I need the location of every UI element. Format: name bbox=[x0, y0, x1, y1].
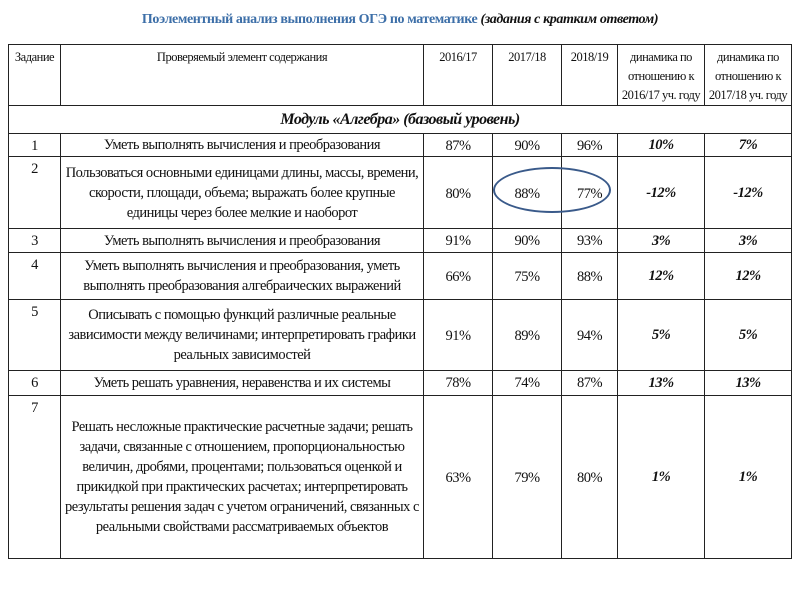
title-main: Поэлементный анализ выполнения ОГЭ по ма… bbox=[141, 12, 478, 27]
dynamics-2017-18: 5% bbox=[704, 299, 792, 371]
dynamics-2016-17: 12% bbox=[617, 252, 705, 300]
table-row: 1 Уметь выполнять вычисления и преобразов… bbox=[8, 133, 792, 157]
results-table: Задание Проверяемый элемент содержания 2… bbox=[8, 44, 792, 559]
dynamics-2016-17: 13% bbox=[617, 370, 705, 396]
value-2017-18: 90% bbox=[492, 228, 562, 253]
content-cell: Уметь выполнять вычисления и преобразова… bbox=[60, 133, 424, 157]
header-dynamics-2017-18: динамика по отношению к 2017/18 уч. году bbox=[704, 44, 792, 106]
dynamics-2016-17: 1% bbox=[617, 395, 705, 559]
value-2018-19: 93% bbox=[561, 228, 618, 253]
table-row: 3 Уметь выполнять вычисления и преобразов… bbox=[8, 228, 792, 253]
module-title: Модуль «Алгебра» (базовый уровень) bbox=[8, 105, 792, 134]
value-2016-17: 87% bbox=[423, 133, 493, 157]
header-2016-17: 2016/17 bbox=[423, 44, 493, 106]
dynamics-2017-18: -12% bbox=[704, 156, 792, 229]
dynamics-2017-18: 13% bbox=[704, 370, 792, 396]
header-2017-18: 2017/18 bbox=[492, 44, 562, 106]
content-cell: Уметь решать уравнения, неравенства и их… bbox=[60, 370, 424, 396]
header-content: Проверяемый элемент содержания bbox=[60, 44, 424, 106]
table-row: 6 Уметь решать уравнения, неравенства и и… bbox=[8, 370, 792, 396]
task-number: 4 bbox=[8, 252, 61, 300]
value-2017-18: 89% bbox=[492, 299, 562, 371]
dynamics-2017-18: 12% bbox=[704, 252, 792, 300]
dynamics-2016-17: 5% bbox=[617, 299, 705, 371]
module-row: Модуль «Алгебра» (базовый уровень) bbox=[8, 105, 792, 134]
value-2017-18: 79% bbox=[492, 395, 562, 559]
content-cell: Пользоваться основными единицами длины, … bbox=[60, 156, 424, 229]
value-2018-19: 94% bbox=[561, 299, 618, 371]
value-2016-17: 63% bbox=[423, 395, 493, 559]
value-2016-17: 80% bbox=[423, 156, 493, 229]
dynamics-2017-18: 1% bbox=[704, 395, 792, 559]
content-cell: Решать несложные практические расчетные … bbox=[60, 395, 424, 559]
table-row: 2 Пользоваться основными единицами длины,… bbox=[8, 156, 792, 229]
value-2017-18: 90% bbox=[492, 133, 562, 157]
value-2018-19: 96% bbox=[561, 133, 618, 157]
task-number: 1 bbox=[8, 133, 61, 157]
value-2017-18: 74% bbox=[492, 370, 562, 396]
dynamics-2017-18: 3% bbox=[704, 228, 792, 253]
value-2016-17: 91% bbox=[423, 299, 493, 371]
header-row: Задание Проверяемый элемент содержания 2… bbox=[8, 44, 792, 106]
value-2016-17: 91% bbox=[423, 228, 493, 253]
content-cell: Описывать с помощью функций различные ре… bbox=[60, 299, 424, 371]
value-2018-19: 88% bbox=[561, 252, 618, 300]
table-row: 7 Решать несложные практические расчетные… bbox=[8, 395, 792, 559]
dynamics-2017-18: 7% bbox=[704, 133, 792, 157]
task-number: 2 bbox=[8, 156, 61, 229]
highlight-ellipse bbox=[493, 167, 611, 213]
header-task: Задание bbox=[8, 44, 61, 106]
value-2016-17: 66% bbox=[423, 252, 493, 300]
page-title: Поэлементный анализ выполнения ОГЭ по ма… bbox=[0, 12, 800, 28]
task-number: 7 bbox=[8, 395, 61, 559]
header-2018-19: 2018/19 bbox=[561, 44, 618, 106]
table-row: 5 Описывать с помощью функций различные р… bbox=[8, 299, 792, 371]
task-number: 5 bbox=[8, 299, 61, 371]
header-dynamics-2016-17: динамика по отношению к 2016/17 уч. году bbox=[617, 44, 705, 106]
title-sub: (задания с кратким ответом) bbox=[480, 12, 659, 27]
content-cell: Уметь выполнять вычисления и преобразова… bbox=[60, 228, 424, 253]
value-2018-19: 80% bbox=[561, 395, 618, 559]
table-row: 4 Уметь выполнять вычисления и преобразов… bbox=[8, 252, 792, 300]
task-number: 3 bbox=[8, 228, 61, 253]
task-number: 6 bbox=[8, 370, 61, 396]
content-cell: Уметь выполнять вычисления и преобразова… bbox=[60, 252, 424, 300]
value-2018-19: 87% bbox=[561, 370, 618, 396]
dynamics-2016-17: -12% bbox=[617, 156, 705, 229]
value-2016-17: 78% bbox=[423, 370, 493, 396]
dynamics-2016-17: 3% bbox=[617, 228, 705, 253]
value-2017-18: 75% bbox=[492, 252, 562, 300]
dynamics-2016-17: 10% bbox=[617, 133, 705, 157]
